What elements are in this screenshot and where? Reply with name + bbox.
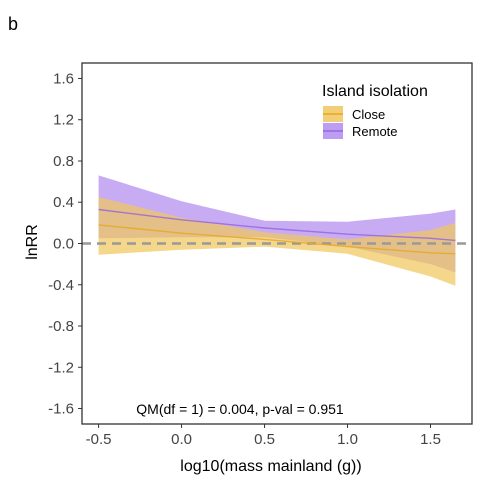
panel-tag: b [8,14,18,34]
legend-item-close: Close [323,106,385,122]
y-tick-label: -0.8 [48,318,74,335]
y-axis-label: lnRR [24,224,41,260]
x-axis-label: log10(mass mainland (g)) [180,458,361,475]
y-tick-label: 1.6 [53,70,74,87]
y-tick-label: -1.2 [48,359,74,376]
model-stats-annotation: QM(df = 1) = 0.004, p-val = 0.951 [136,401,344,417]
legend-label-close: Close [352,107,385,122]
x-tick-label: 1.5 [420,431,441,448]
legend-item-remote: Remote [323,123,398,139]
x-tick-label: 0.0 [171,431,192,448]
y-tick-label: 0.4 [53,194,74,211]
x-tick-label: 0.5 [254,431,275,448]
legend-title: Island isolation [322,83,428,100]
y-tick-label: 0.0 [53,236,74,253]
y-tick-label: 1.2 [53,112,74,129]
y-tick-label: -0.4 [48,277,74,294]
legend: Island isolation Close Remote [322,83,428,139]
y-tick-label: 0.8 [53,153,74,170]
x-tick-label: 1.0 [337,431,358,448]
y-tick-label: -1.6 [48,401,74,418]
ci-band-close [99,197,456,286]
x-tick-label: -0.5 [86,431,112,448]
plot-area [82,175,472,285]
legend-label-remote: Remote [352,124,398,139]
